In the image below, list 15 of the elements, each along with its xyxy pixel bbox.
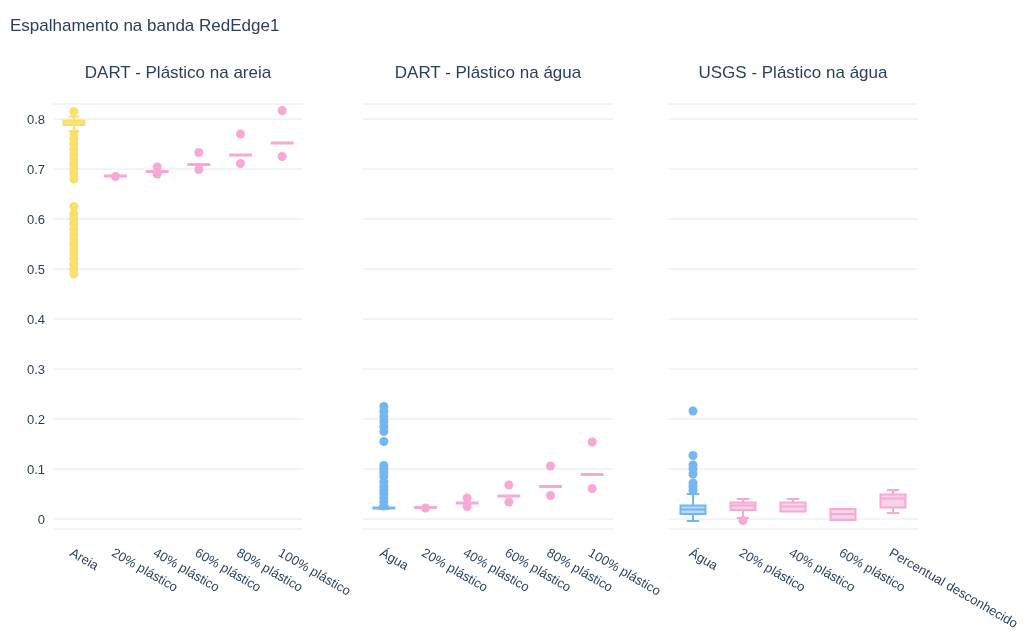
chart-subtitle: DART - Plástico na água (393, 63, 583, 83)
y-tick-label: 0 (37, 511, 45, 527)
y-tick-label: 0.8 (26, 111, 45, 127)
x-tick-label: Areia (67, 544, 102, 574)
y-tick-label: 0.4 (26, 311, 45, 327)
x-tick-label: Água (377, 544, 412, 574)
y-tick-label: 0.6 (26, 211, 45, 227)
chart-subtitle: USGS - Plástico na água (697, 63, 889, 83)
y-tick-label: 0.2 (26, 411, 45, 427)
y-tick-label: 0.7 (26, 161, 45, 177)
y-tick-label: 0.5 (26, 261, 45, 277)
chart-title: Espalhamento na banda RedEdge1 (10, 16, 280, 36)
y-tick-label: 0.3 (26, 361, 45, 377)
y-tick-label: 0.1 (26, 461, 45, 477)
chart-subtitle: DART - Plástico na areia (83, 63, 273, 83)
